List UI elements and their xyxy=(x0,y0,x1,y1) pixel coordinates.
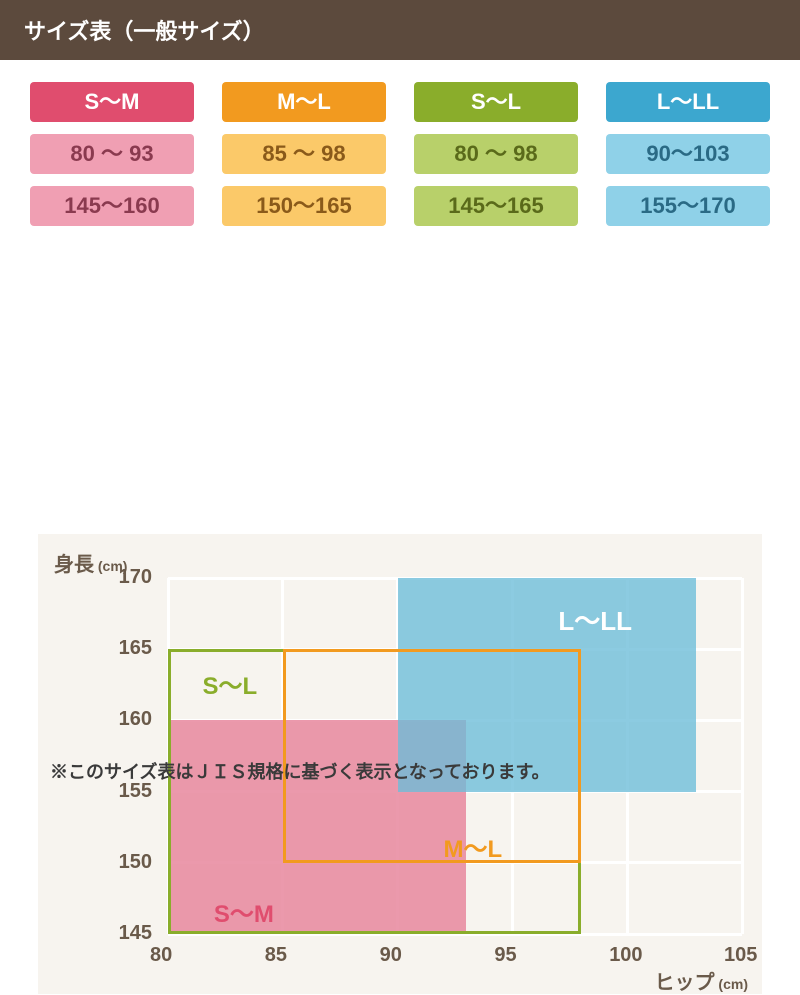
x-axis-label: ヒップ (cm) xyxy=(655,966,748,995)
y-tick-label: 170 xyxy=(119,566,152,589)
size-pill-header: M～L xyxy=(222,82,386,122)
size-pill-value: 90～103 xyxy=(606,134,770,174)
grid-line-v xyxy=(741,578,744,934)
region-ML xyxy=(283,649,581,863)
size-table-row: 80 ～ 93 85 ～ 98 80 ～ 98 90～103 xyxy=(30,134,770,174)
x-tick-label: 80 xyxy=(150,944,172,967)
header-bar: サイズ表（一般サイズ） xyxy=(0,0,800,60)
size-pill-header: L～LL xyxy=(606,82,770,122)
region-label-LLL: L～LL xyxy=(558,601,632,638)
size-table-row: 145～160 150～165 145～165 155～170 xyxy=(30,186,770,226)
size-table: S～M M～L S～L L～LL 80 ～ 93 85 ～ 98 80 ～ 98 90～103… xyxy=(0,60,800,244)
y-tick-label: 150 xyxy=(119,851,152,874)
region-label-SL: S～L xyxy=(202,666,257,701)
x-tick-label: 90 xyxy=(380,944,402,967)
size-pill-value: 80 ～ 98 xyxy=(414,134,578,174)
y-tick-label: 165 xyxy=(119,637,152,660)
size-pill-value: 150～165 xyxy=(222,186,386,226)
size-pill-value: 80 ～ 93 xyxy=(30,134,194,174)
size-pill-value: 145～160 xyxy=(30,186,194,226)
x-tick-label: 85 xyxy=(265,944,287,967)
y-tick-label: 145 xyxy=(119,922,152,945)
footnote: ※このサイズ表はＪＩＳ規格に基づく表示となっております。 xyxy=(50,758,550,784)
y-tick-label: 160 xyxy=(119,708,152,731)
size-pill-value: 85 ～ 98 xyxy=(222,134,386,174)
size-pill-value: 155～170 xyxy=(606,186,770,226)
x-tick-label: 105 xyxy=(724,944,757,967)
size-pill-header: S～M xyxy=(30,82,194,122)
y-axis-label: 身長 (cm) xyxy=(54,548,127,577)
x-tick-label: 100 xyxy=(609,944,642,967)
size-pill-header: S～L xyxy=(414,82,578,122)
region-label-ML: M～L xyxy=(444,829,503,864)
x-tick-label: 95 xyxy=(494,944,516,967)
size-pill-value: 145～165 xyxy=(414,186,578,226)
size-table-row: S～M M～L S～L L～LL xyxy=(30,82,770,122)
